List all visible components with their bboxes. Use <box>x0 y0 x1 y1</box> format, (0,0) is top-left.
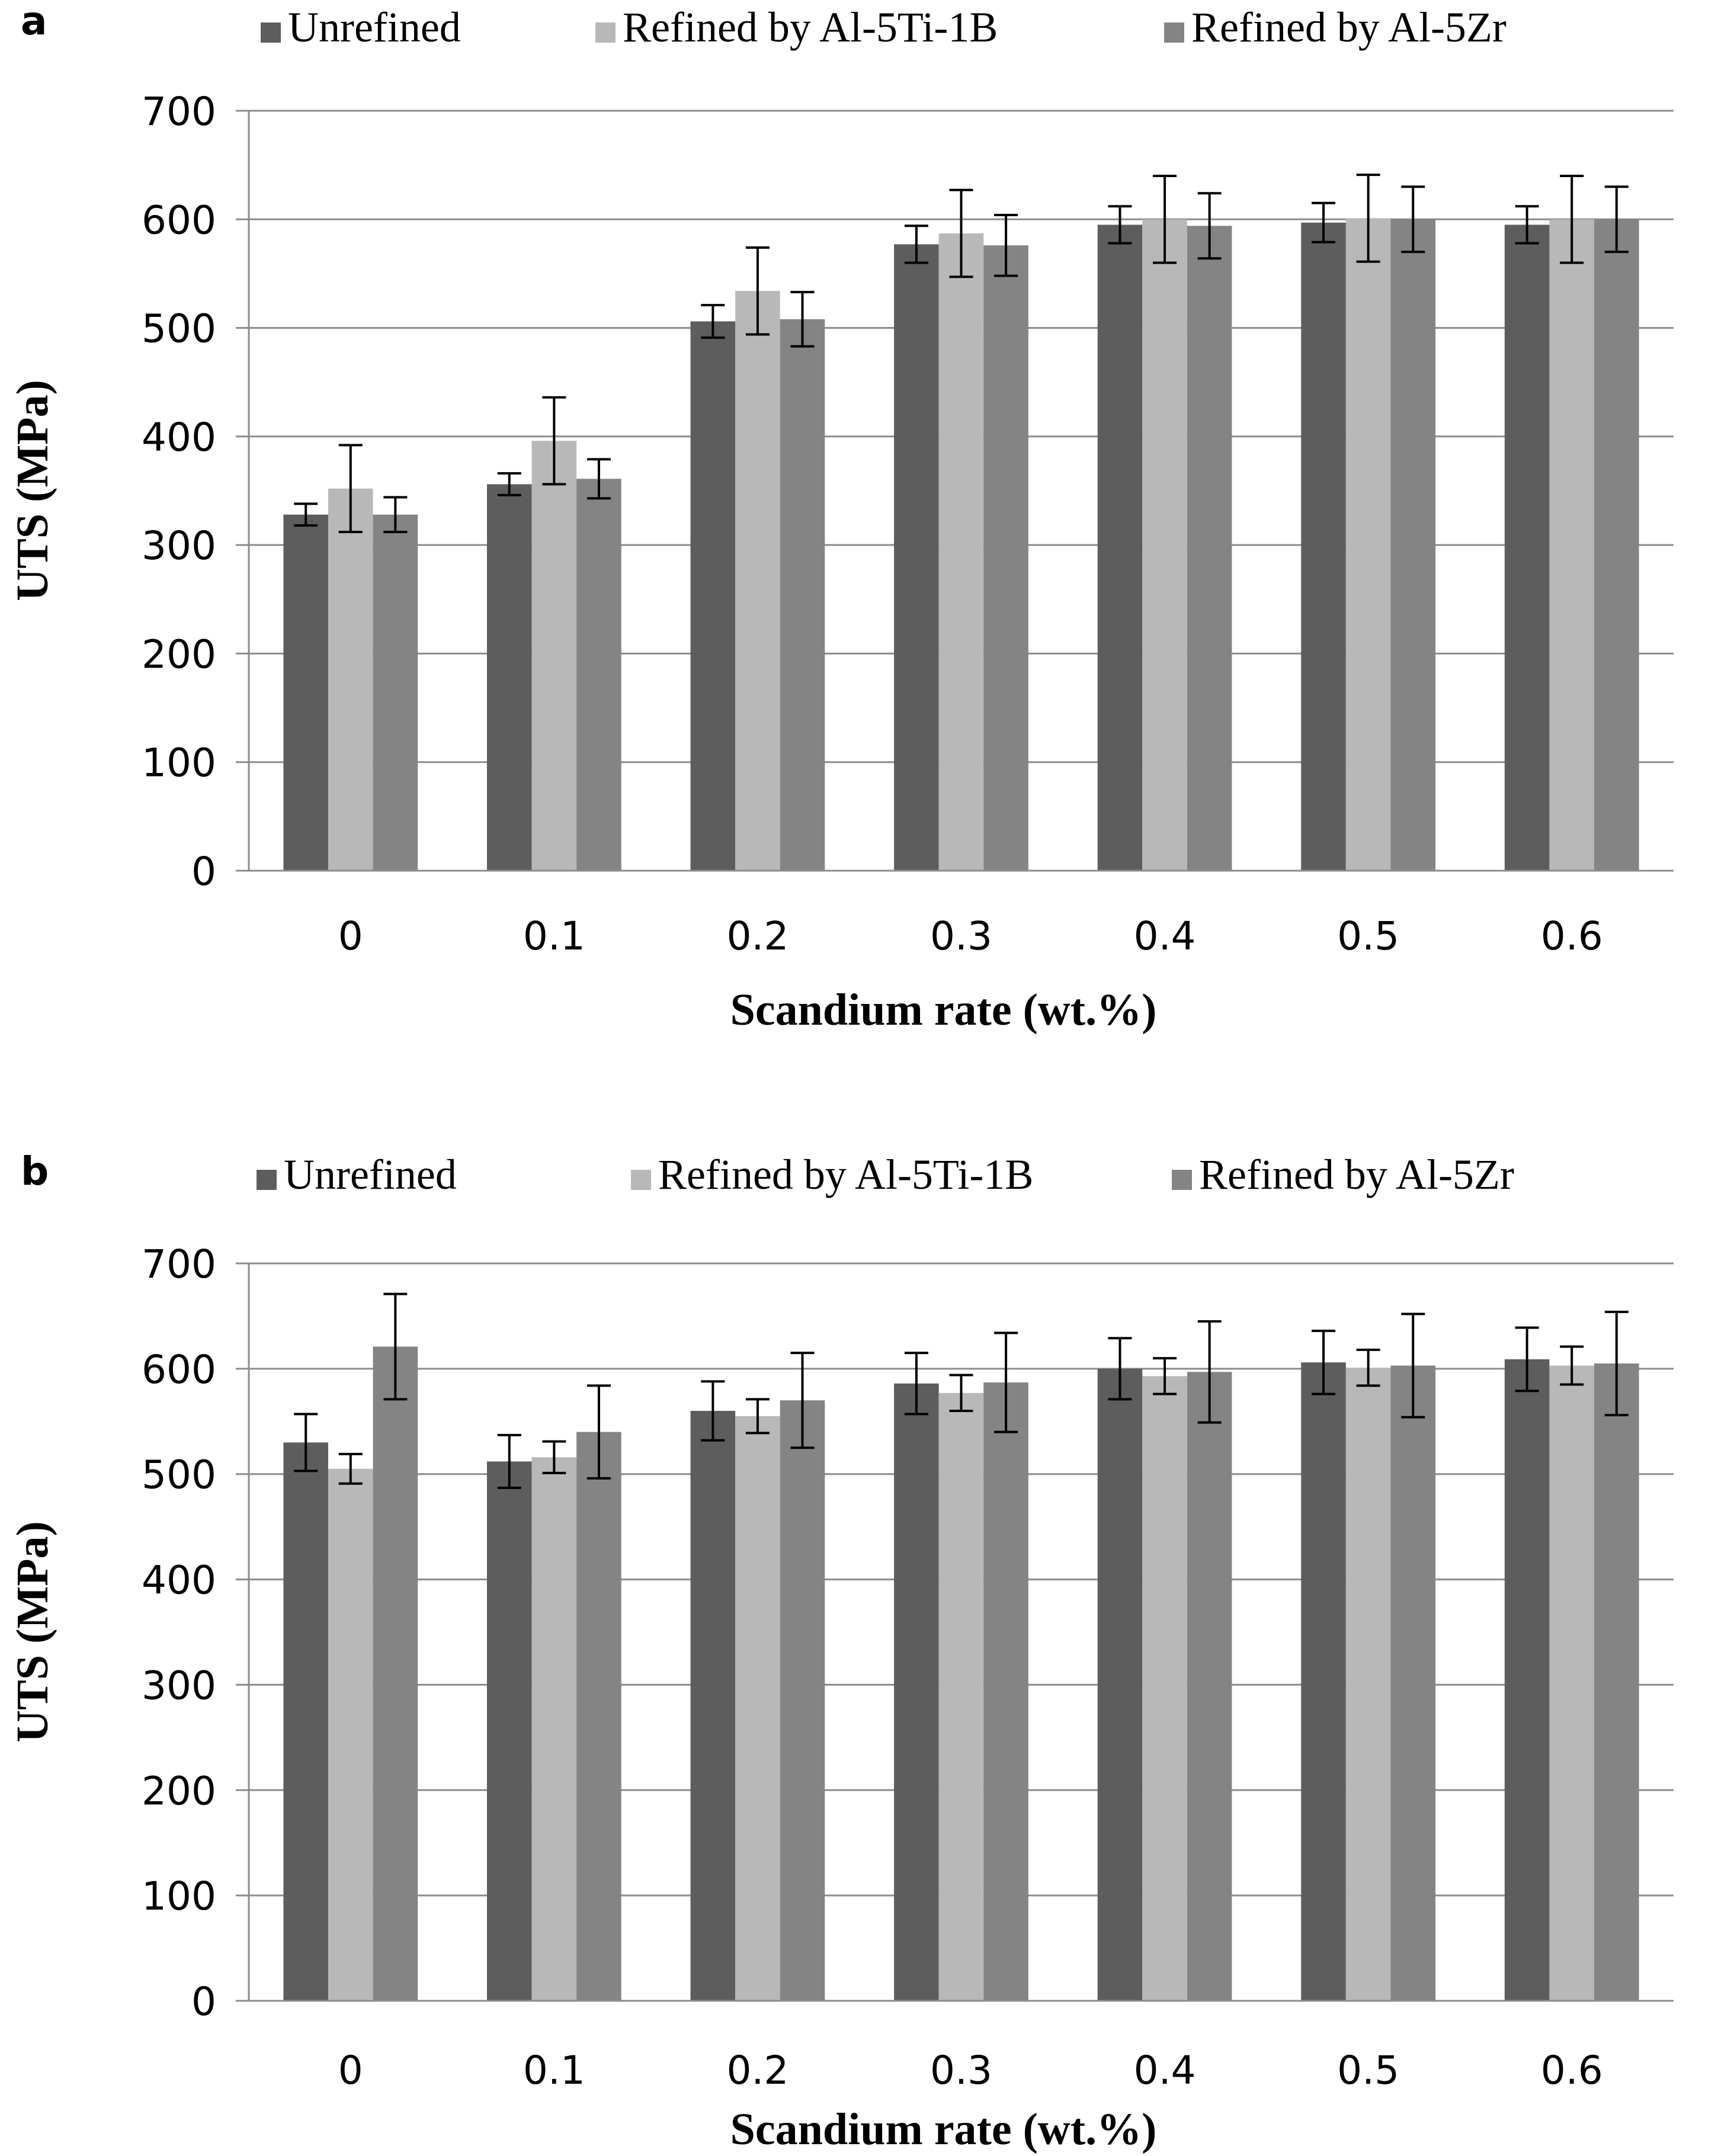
bar-b-0-3 <box>894 1383 939 2001</box>
y-tick-label: 100 <box>142 740 216 786</box>
bar-b-0-2 <box>690 1411 736 2001</box>
legend-swatch-2 <box>1164 23 1184 43</box>
bar-a-0-4 <box>1097 224 1143 871</box>
legend-label-1: Refined by Al-5Ti-1B <box>658 1151 1033 1198</box>
bar-a-1-5 <box>1345 218 1391 871</box>
bar-a-2-6 <box>1594 219 1639 871</box>
bar-b-0-6 <box>1504 1359 1550 2001</box>
bar-a-0-6 <box>1504 224 1550 871</box>
bar-b-2-0 <box>373 1346 418 2001</box>
bar-b-2-2 <box>780 1400 825 2001</box>
bar-b-2-3 <box>983 1382 1028 2001</box>
bar-a-2-5 <box>1390 219 1436 871</box>
bar-a-1-2 <box>735 291 780 871</box>
bar-a-1-6 <box>1549 219 1595 871</box>
bar-b-0-1 <box>486 1461 532 2001</box>
legend-swatch-1 <box>631 1170 651 1190</box>
y-axis-title: UTS (MPa) <box>8 1521 57 1743</box>
bar-b-0-4 <box>1097 1368 1143 2001</box>
bar-a-0-0 <box>283 514 328 871</box>
y-tick-label: 200 <box>142 631 216 677</box>
chart-panel-b: b Unrefined Refined by Al-5Ti-1B Refined by… <box>8 1148 1674 2154</box>
bar-a-1-4 <box>1142 219 1187 871</box>
x-tick-label: 0.4 <box>1134 913 1196 959</box>
y-tick-label: 700 <box>142 1241 216 1287</box>
bar-b-1-0 <box>328 1468 373 2001</box>
y-tick-label: 700 <box>142 89 216 134</box>
panel-label: a <box>21 0 47 44</box>
y-tick-label: 500 <box>142 306 216 352</box>
y-tick-label: 300 <box>142 1663 216 1708</box>
x-tick-label: 0.5 <box>1337 2048 1399 2093</box>
y-axis-title: UTS (MPa) <box>8 380 57 601</box>
y-tick-label: 100 <box>142 1873 216 1919</box>
legend-swatch-1 <box>595 23 616 43</box>
bar-b-2-4 <box>1187 1372 1232 2001</box>
bar-a-2-1 <box>576 479 621 871</box>
bar-a-2-0 <box>373 514 418 871</box>
x-axis-title: Scandium rate (wt.%) <box>730 2104 1157 2154</box>
y-tick-label: 400 <box>142 415 216 460</box>
x-tick-label: 0.2 <box>726 913 789 959</box>
bar-a-0-1 <box>486 484 532 871</box>
x-tick-label: 0.1 <box>523 913 585 959</box>
bar-a-2-3 <box>983 245 1028 871</box>
y-tick-label: 300 <box>142 523 216 569</box>
x-tick-label: 0.6 <box>1541 913 1603 959</box>
bar-b-2-6 <box>1594 1363 1639 2001</box>
y-tick-label: 200 <box>142 1768 216 1814</box>
legend-label-2: Refined by Al-5Zr <box>1191 4 1507 51</box>
bar-a-2-4 <box>1187 226 1232 871</box>
x-tick-label: 0 <box>338 2048 363 2093</box>
bar-a-1-3 <box>938 233 984 871</box>
y-tick-label: 600 <box>142 1347 216 1393</box>
y-tick-label: 400 <box>142 1558 216 1603</box>
x-tick-label: 0.4 <box>1134 2048 1196 2093</box>
legend-label-0: Unrefined <box>288 4 461 51</box>
x-tick-label: 0.3 <box>930 913 992 959</box>
bar-a-1-0 <box>328 488 373 871</box>
y-tick-label: 0 <box>191 1979 216 2025</box>
y-tick-label: 0 <box>191 849 216 894</box>
legend-label-2: Refined by Al-5Zr <box>1199 1151 1514 1198</box>
x-tick-label: 0 <box>338 913 363 959</box>
x-tick-label: 0.2 <box>726 2048 789 2093</box>
y-tick-label: 600 <box>142 197 216 243</box>
bar-b-1-5 <box>1345 1368 1391 2001</box>
x-tick-label: 0.5 <box>1337 913 1399 959</box>
legend-swatch-2 <box>1172 1170 1192 1190</box>
legend: Unrefined Refined by Al-5Ti-1B Refined by … <box>257 1151 1514 1198</box>
legend: Unrefined Refined by Al-5Ti-1B Refined by … <box>261 4 1507 51</box>
legend-label-0: Unrefined <box>284 1151 457 1198</box>
bar-b-0-5 <box>1301 1362 1346 2001</box>
bar-a-0-3 <box>894 244 939 871</box>
x-tick-label: 0.6 <box>1541 2048 1603 2093</box>
legend-swatch-0 <box>261 23 281 43</box>
bar-b-1-2 <box>735 1416 780 2001</box>
bar-b-1-1 <box>531 1457 577 2001</box>
bar-a-1-1 <box>531 441 577 871</box>
panel-label: b <box>21 1148 49 1194</box>
bar-a-0-5 <box>1301 222 1346 871</box>
bar-b-2-1 <box>576 1432 621 2001</box>
y-tick-label: 500 <box>142 1452 216 1498</box>
bar-b-0-0 <box>283 1442 328 2001</box>
bar-b-1-4 <box>1142 1376 1187 2001</box>
x-tick-label: 0.1 <box>523 2048 585 2093</box>
legend-swatch-0 <box>257 1170 277 1190</box>
chart-panel-a: a Unrefined Refined by Al-5Ti-1B Refined by… <box>8 0 1674 1035</box>
legend-label-1: Refined by Al-5Ti-1B <box>623 4 998 51</box>
bar-a-0-2 <box>690 321 736 871</box>
x-tick-label: 0.3 <box>930 2048 992 2093</box>
x-axis-title: Scandium rate (wt.%) <box>730 985 1157 1035</box>
bar-b-1-6 <box>1549 1365 1595 2001</box>
bar-a-2-2 <box>780 319 825 871</box>
bar-b-2-5 <box>1390 1365 1436 2001</box>
bar-b-1-3 <box>938 1393 984 2001</box>
